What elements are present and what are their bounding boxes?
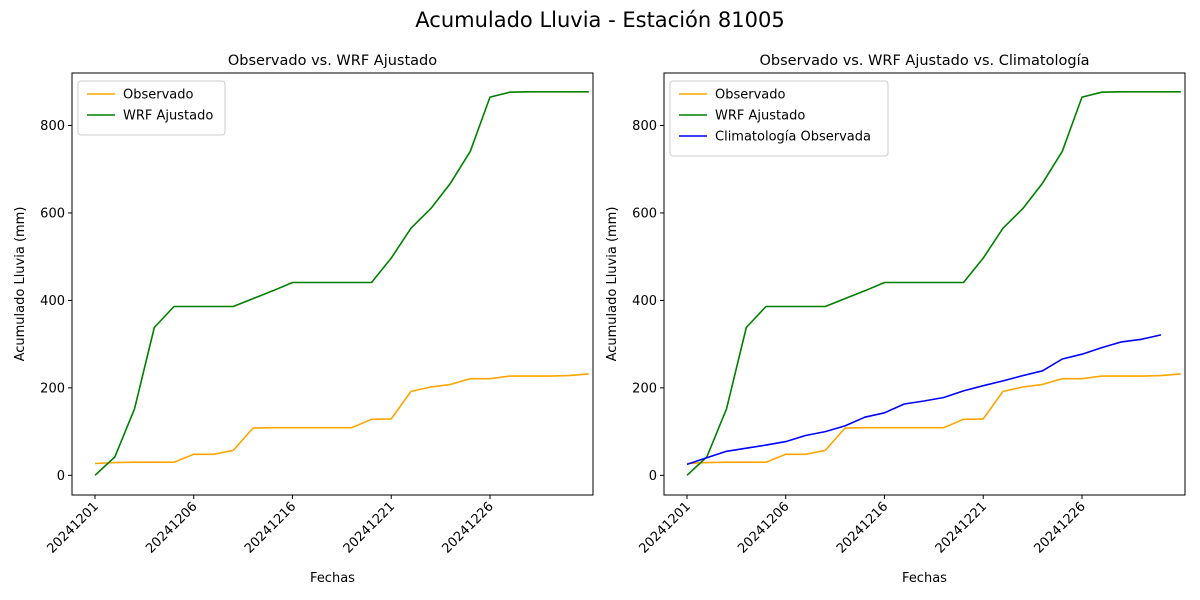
legend-label: Climatología Observada [715, 130, 871, 145]
x-tick-label: 20241221 [933, 499, 990, 556]
series-line-climatolog-a-observada [686, 334, 1162, 466]
legend-label: Observado [715, 88, 786, 103]
panel-title: Observado vs. WRF Ajustado vs. Climatolo… [760, 53, 1090, 69]
y-tick-label: 800 [632, 119, 657, 134]
x-tick-label: 20241226 [1031, 499, 1088, 556]
y-tick-label: 200 [632, 381, 657, 396]
y-tick-label: 0 [57, 469, 65, 484]
plot-frame-1 [71, 72, 594, 496]
y-tick-label: 0 [649, 469, 657, 484]
x-tick-label: 20241226 [439, 499, 496, 556]
y-tick-label: 200 [40, 381, 65, 396]
y-tick-label: 600 [40, 206, 65, 221]
series-line-observado [94, 373, 589, 465]
y-tick-label: 400 [632, 294, 657, 309]
legend-label: WRF Ajustado [715, 109, 805, 124]
x-tick-label: 20241206 [143, 499, 200, 556]
legend-box [669, 80, 889, 157]
x-tick-label: 20241206 [735, 499, 792, 556]
series-line-wrf-ajustado [94, 91, 589, 476]
y-axis-label: Acumulado Lluvia (mm) [13, 207, 28, 362]
legend-label: WRF Ajustado [123, 109, 213, 124]
y-axis-label: Acumulado Lluvia (mm) [605, 207, 620, 362]
x-tick-label: 20241201 [636, 499, 693, 556]
y-tick-label: 600 [632, 206, 657, 221]
series-line-observado [686, 373, 1181, 465]
series-line-wrf-ajustado [686, 91, 1181, 476]
x-axis-label: Fechas [310, 571, 355, 586]
plot-frame-2 [663, 72, 1186, 496]
x-axis-label: Fechas [902, 571, 947, 586]
x-tick-label: 20241221 [341, 499, 398, 556]
x-tick-label: 20241216 [834, 499, 891, 556]
x-tick-label: 20241216 [242, 499, 299, 556]
legend-label: Observado [123, 88, 194, 103]
panel-title: Observado vs. WRF Ajustado [228, 53, 437, 69]
y-tick-label: 400 [40, 294, 65, 309]
x-tick-label: 20241201 [44, 499, 101, 556]
figure-title: Acumulado Lluvia - Estación 81005 [415, 8, 785, 32]
y-tick-label: 800 [40, 119, 65, 134]
